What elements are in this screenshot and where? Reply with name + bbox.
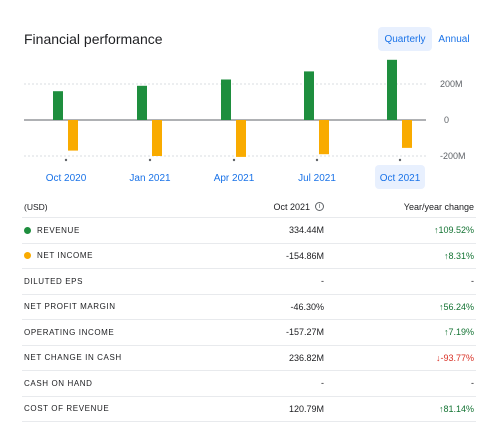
row-value: - — [321, 378, 324, 389]
currency-label: (USD) — [24, 201, 48, 212]
row-label: Diluted EPS — [24, 269, 83, 294]
table-row: Cost of revenue 120.79M ↑81.14% — [22, 397, 476, 422]
x-tick-mark — [315, 158, 319, 162]
table-row: Revenue 334.44M ↑109.52% — [22, 218, 476, 244]
row-label-text: Operating income — [24, 327, 115, 337]
row-label-text: Cost of revenue — [24, 404, 110, 414]
quarterly-toggle[interactable]: Quarterly — [378, 27, 432, 51]
row-change: ↓-93.77% — [435, 352, 474, 363]
row-label: Net income — [24, 244, 93, 269]
revenue-bar[interactable] — [53, 91, 63, 120]
table-row: Net income -154.86M ↑8.31% — [22, 244, 476, 269]
y-tick-label: -200M — [440, 151, 466, 161]
row-label: Cash on hand — [24, 371, 93, 396]
revenue-bar[interactable] — [137, 85, 147, 120]
row-value: -157.27M — [285, 327, 324, 338]
x-tick-mark — [398, 158, 402, 162]
row-value: 236.82M — [288, 352, 324, 363]
row-change: - — [471, 378, 474, 389]
row-label-text: Cash on hand — [24, 378, 93, 388]
table-row: Net profit margin -46.30% ↑56.24% — [22, 295, 476, 320]
row-change: ↑109.52% — [433, 225, 474, 236]
table-row: Cash on hand - - — [22, 371, 476, 397]
revenue-bar[interactable] — [221, 79, 231, 121]
row-value: -46.30% — [290, 301, 324, 312]
x-category-label[interactable]: Oct 2021 — [380, 173, 421, 184]
period-label: Oct 2021 — [273, 201, 310, 212]
period-column-header: Oct 2021 i — [273, 196, 324, 217]
revenue-bar[interactable] — [387, 59, 397, 120]
net-income-bar[interactable] — [152, 120, 162, 156]
x-category-label[interactable]: Jan 2021 — [129, 173, 171, 184]
table-row: Diluted EPS - - — [22, 269, 476, 295]
table-row: Net change in cash 236.82M ↓-93.77% — [22, 346, 476, 371]
row-label: Cost of revenue — [24, 397, 109, 422]
y-tick-label: 0 — [444, 115, 449, 125]
financial-bar-chart: 200M 0 -200M Oct 2020 Jan 2021 Apr 2021 Jul 20… — [24, 59, 466, 189]
x-tick-mark — [148, 158, 152, 162]
net-income-bar[interactable] — [68, 120, 78, 151]
revenue-bar[interactable] — [304, 71, 314, 120]
row-change: ↑56.24% — [438, 301, 474, 312]
y-tick-label: 200M — [440, 79, 463, 89]
x-category-label[interactable]: Oct 2020 — [46, 173, 87, 184]
legend-dot-icon — [24, 226, 31, 234]
selected-category-highlight — [375, 165, 425, 189]
row-change: ↑7.19% — [443, 327, 474, 338]
row-change: ↑8.31% — [443, 250, 474, 261]
x-tick-mark — [64, 158, 68, 162]
net-income-bar[interactable] — [236, 120, 246, 157]
row-label: Net profit margin — [24, 295, 116, 320]
row-label: Revenue — [24, 218, 80, 243]
info-icon[interactable]: i — [315, 202, 324, 211]
net-income-bar[interactable] — [402, 120, 412, 148]
row-label-text: Revenue — [37, 225, 80, 235]
x-category-label[interactable]: Apr 2021 — [214, 173, 255, 184]
legend-dot-icon — [24, 252, 31, 260]
section-title: Financial performance — [24, 31, 163, 47]
row-value: 120.79M — [288, 403, 324, 414]
row-label-text: Net income — [37, 251, 94, 261]
annual-toggle[interactable]: Annual — [438, 33, 470, 45]
row-value: - — [321, 276, 324, 287]
x-tick-mark — [232, 158, 236, 162]
row-change: - — [471, 276, 474, 287]
x-category-label[interactable]: Jul 2021 — [298, 173, 336, 184]
row-label-text: Net change in cash — [24, 353, 122, 363]
table-row: Operating income -157.27M ↑7.19% — [22, 320, 476, 346]
financial-table: (USD) Oct 2021 i Year/year change Revenu… — [22, 196, 476, 422]
row-label: Operating income — [24, 320, 114, 345]
table-header-row: (USD) Oct 2021 i Year/year change — [22, 196, 476, 218]
net-income-bar[interactable] — [319, 120, 329, 155]
row-value: 334.44M — [288, 225, 324, 236]
financial-performance-header: Financial performance Quarterly Annual — [0, 0, 496, 60]
change-column-header: Year/year change — [403, 201, 474, 212]
row-label-text: Diluted EPS — [24, 276, 84, 286]
row-label: Net change in cash — [24, 346, 122, 371]
row-change: ↑81.14% — [438, 403, 474, 414]
row-value: -154.86M — [285, 250, 324, 261]
row-label-text: Net profit margin — [24, 302, 116, 312]
